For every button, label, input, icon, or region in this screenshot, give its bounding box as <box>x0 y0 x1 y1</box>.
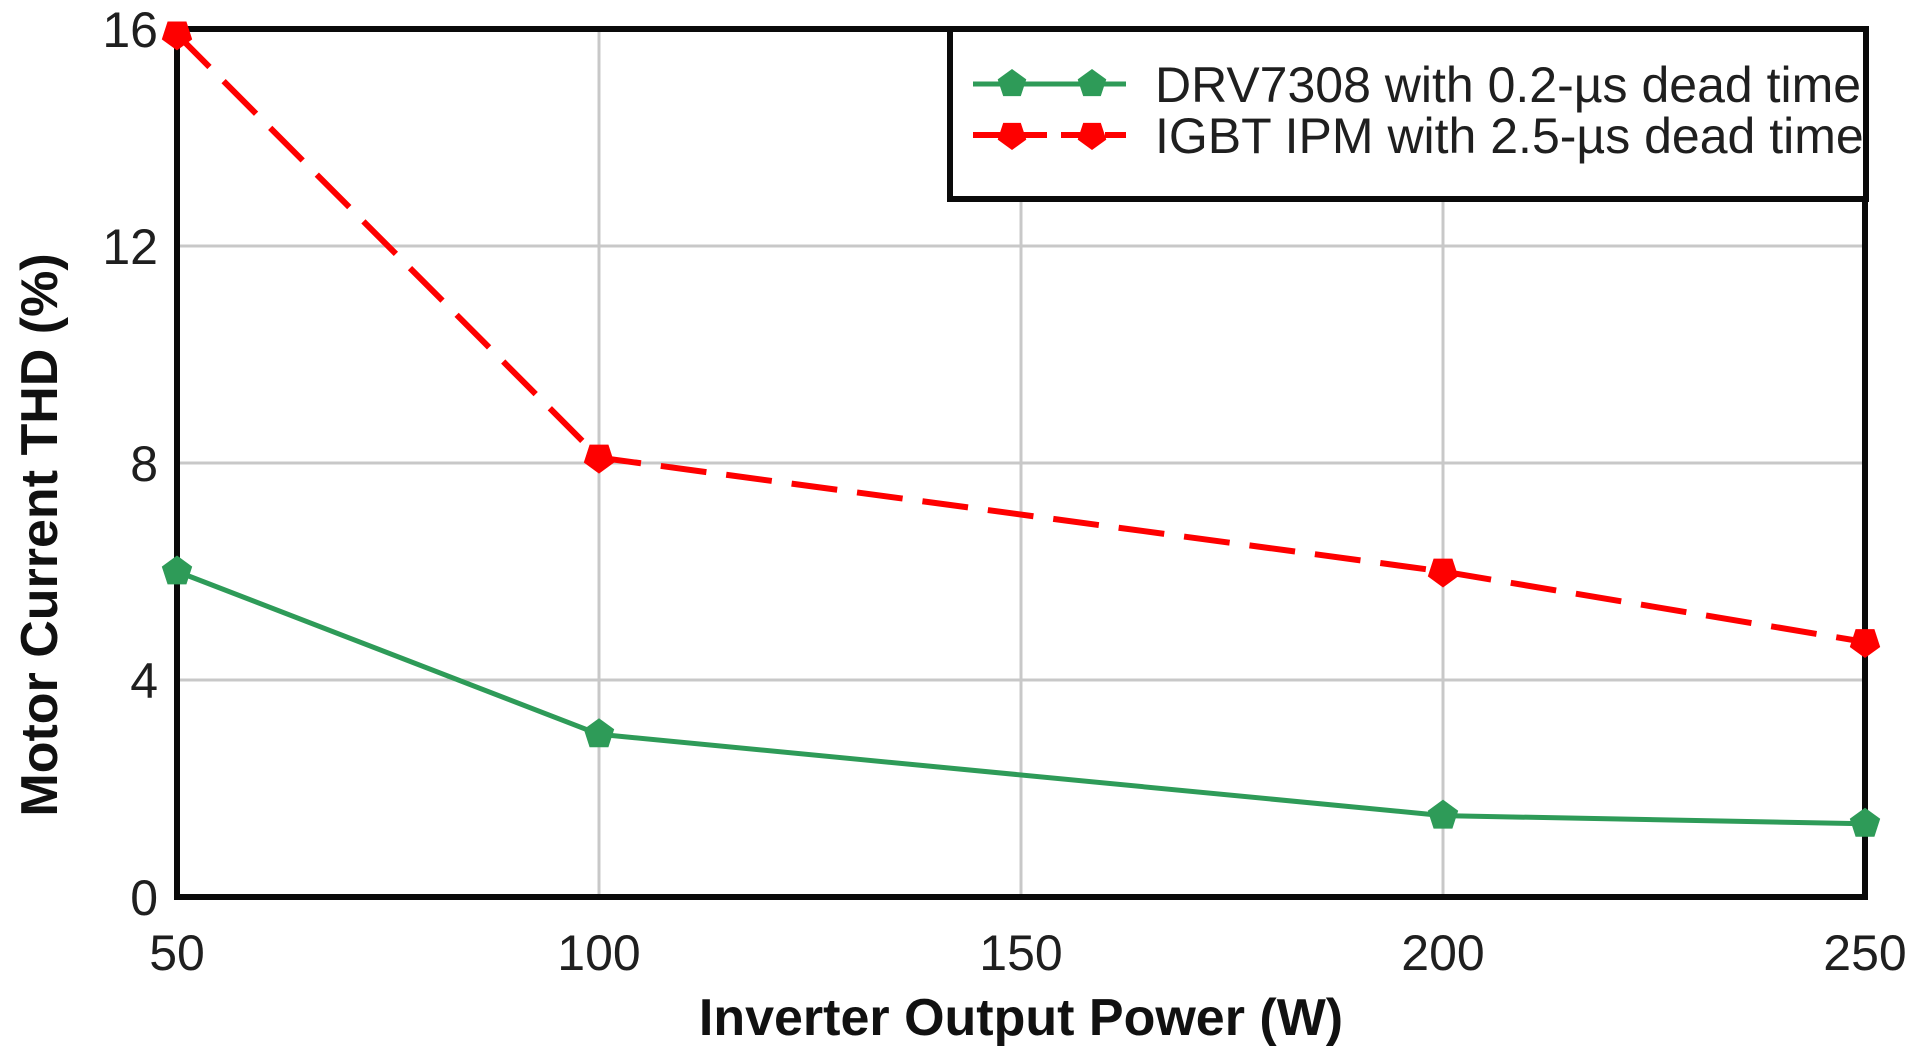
y-axis-title: Motor Current THD (%) <box>11 253 69 816</box>
data-point-series0-50W <box>161 555 193 585</box>
x-tick-label-100: 100 <box>557 925 640 981</box>
legend-item-0: DRV7308 with 0.2-µs dead time <box>973 57 1861 113</box>
data-point-series1-200W <box>1427 558 1459 588</box>
legend-item-1: IGBT IPM with 2.5-µs dead time <box>973 108 1864 164</box>
legend-marker-1 <box>1077 122 1107 150</box>
y-tick-label-12: 12 <box>102 219 158 275</box>
series-line-0 <box>176 569 1866 827</box>
y-tick-label-4: 4 <box>130 653 158 709</box>
data-point-series1-250W <box>1849 629 1881 658</box>
legend-marker-0 <box>997 69 1027 97</box>
legend-label-1: IGBT IPM with 2.5-µs dead time <box>1155 108 1864 164</box>
data-point-series1-50W <box>161 21 193 51</box>
y-tick-label-16: 16 <box>102 2 158 58</box>
series-line-1 <box>174 32 1866 645</box>
data-point-series0-250W <box>1849 807 1881 837</box>
x-axis-title: Inverter Output Power (W) <box>699 989 1343 1047</box>
legend-label-0: DRV7308 with 0.2-µs dead time <box>1155 57 1861 113</box>
y-tick-label-0: 0 <box>130 870 158 926</box>
x-tick-label-150: 150 <box>979 925 1062 981</box>
legend-marker-1 <box>997 122 1027 150</box>
legend-box <box>947 26 1869 202</box>
legend-marker-0 <box>1077 69 1107 97</box>
data-point-series0-200W <box>1427 799 1459 829</box>
x-tick-label-50: 50 <box>149 925 205 981</box>
x-tick-label-200: 200 <box>1401 925 1484 981</box>
y-tick-label-8: 8 <box>130 436 158 492</box>
tick-labels-layer: 50 100 150 200 250 0 4 8 12 16 <box>102 2 1906 981</box>
series-layer <box>161 21 1881 837</box>
data-point-series1-100W <box>583 444 615 474</box>
x-tick-label-250: 250 <box>1823 925 1906 981</box>
data-point-series0-100W <box>583 718 615 748</box>
